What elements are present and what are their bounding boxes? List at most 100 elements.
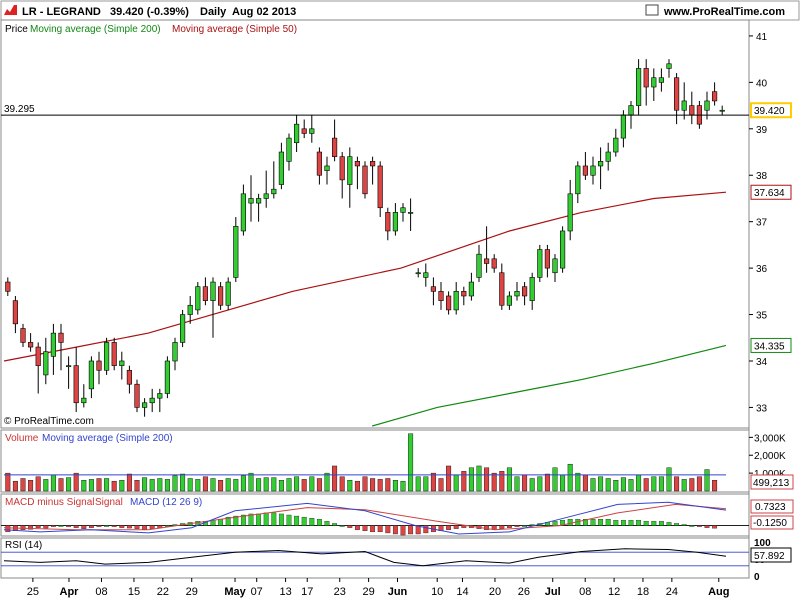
candle (666, 59, 672, 78)
price-tick-label: 36 (756, 264, 768, 275)
candle-body (613, 137, 619, 153)
volume-bar (248, 472, 254, 492)
volume-bar (468, 467, 474, 492)
candle-body (164, 360, 170, 394)
volume-bar (164, 479, 170, 492)
volume-tag (750, 474, 794, 490)
macd-hist-bar (423, 525, 429, 534)
rsi-value-tag: 57.892 (750, 547, 792, 563)
price-tick-label: 40 (756, 78, 768, 89)
volume-bar (506, 467, 512, 492)
x-tick-label: 24 (666, 586, 678, 598)
macd-hist-bar (696, 525, 702, 527)
macd-hist-bar (605, 519, 611, 526)
candle-body (514, 291, 520, 297)
macd-hist-bar (704, 525, 710, 528)
candle (180, 309, 186, 348)
last-price-tag-text: 39.420 (754, 106, 785, 117)
candles (5, 59, 725, 417)
macd-hist-bar (392, 525, 398, 535)
macd-hist-bar (506, 525, 512, 528)
volume-bar (461, 471, 467, 492)
candle-body (172, 342, 178, 362)
candle-body (453, 291, 459, 311)
candle (271, 161, 277, 199)
candle (149, 388, 155, 413)
macd-hist-bar (271, 512, 277, 526)
x-tick-label: 29 (186, 586, 198, 598)
candle-body (529, 277, 535, 301)
candle-body (347, 156, 353, 185)
volume-bar (142, 477, 148, 492)
macd-hist-bar (354, 525, 360, 530)
candle (582, 152, 588, 180)
signal-tag (750, 515, 794, 530)
macd-hist-bar (58, 525, 64, 527)
x-tick-label: Jun (388, 586, 408, 598)
volume-bar (537, 476, 543, 492)
x-tick-label: Aug (708, 586, 729, 598)
volume-bar (324, 472, 330, 492)
volume-bar (88, 479, 94, 492)
macd-hist-bar (658, 521, 664, 526)
candle (681, 82, 687, 120)
x-tick-label: 12 (608, 586, 620, 598)
candle-body (446, 295, 452, 311)
candle (529, 272, 535, 310)
macd-path (3, 501, 727, 535)
volume-bar (643, 478, 649, 492)
volume-bar (195, 479, 201, 492)
x-tick-label: 26 (518, 586, 530, 598)
candle (484, 226, 490, 273)
ticker-name: LR - LEGRAND (22, 6, 101, 18)
candle (658, 68, 664, 92)
x-tick-label: 08 (579, 586, 591, 598)
candle-body (248, 198, 254, 204)
macd-hist-bar (522, 525, 528, 527)
candle (309, 114, 315, 143)
volume-bar (392, 480, 398, 492)
volume-bar (73, 472, 79, 492)
candle-body (81, 397, 87, 404)
candle (73, 347, 79, 413)
candle-body (537, 249, 543, 278)
header: LR - LEGRAND 39.420 (-0.39%) Daily Aug 0… (0, 0, 800, 21)
candle-body (35, 346, 41, 366)
volume-bar (408, 433, 414, 492)
site-logo-icon (645, 4, 659, 16)
legend-macd: MACD (12 26 9) (130, 497, 202, 508)
candle-body (271, 188, 277, 195)
x-tick-label: 08 (95, 586, 107, 598)
price-value-tags: 39.420 37.634 34.335 (750, 102, 792, 353)
volume-bar (636, 474, 642, 492)
candle (537, 244, 543, 283)
macd-hist-bar (674, 523, 680, 526)
candle (240, 184, 246, 236)
candle (35, 342, 41, 394)
candle (225, 277, 231, 310)
macd-hist-bar (339, 525, 345, 527)
candle (651, 68, 657, 101)
price-tick-label: 41 (756, 32, 768, 43)
candle-body (689, 105, 695, 116)
candle-body (324, 165, 330, 171)
candle (187, 295, 193, 324)
candle (598, 147, 604, 190)
candle-body (430, 286, 436, 292)
candle-body (484, 258, 490, 264)
ma50-tag-text: 37.634 (754, 188, 785, 199)
candle (157, 388, 163, 413)
legend-macd-hist: MACD minus Signal (5, 497, 94, 508)
x-tick-label: Jul (545, 586, 561, 598)
x-tick-label: 29 (362, 586, 374, 598)
candle-body (544, 249, 550, 269)
candle (339, 152, 345, 199)
candle (5, 277, 11, 296)
macd-hist-bar (529, 524, 535, 526)
candle-body (233, 226, 239, 278)
candle (324, 156, 330, 185)
candle-body (218, 286, 224, 306)
macd-hist-bar (256, 513, 262, 526)
volume-bar (582, 474, 588, 492)
